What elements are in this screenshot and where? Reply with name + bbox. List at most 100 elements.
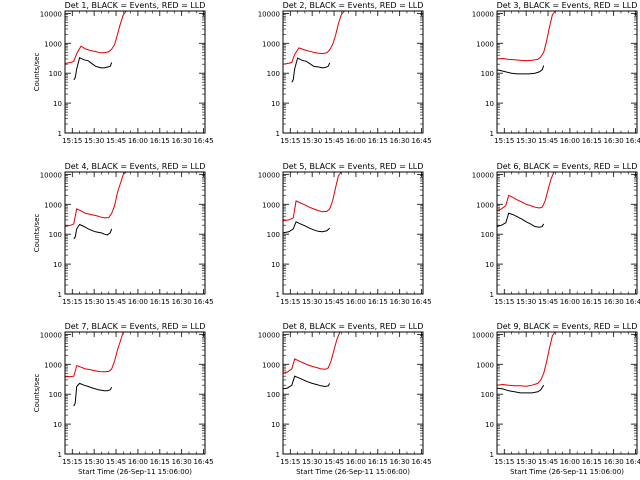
y-tick-label: 1 [490, 291, 494, 299]
panel-det-2: Det 2, BLACK = Events, RED = LLD 1 10 100 10… [258, 1, 432, 145]
panel-det-8: Det 8, BLACK = Events, RED = LLD 1 10 100 10… [258, 322, 432, 476]
x-tick-label: 16:30 [390, 298, 410, 306]
y-tick-label: 1 [58, 291, 62, 299]
x-tick-label: 16:45 [193, 298, 213, 306]
x-tick-label: 15:15 [280, 137, 300, 145]
panel-title: Det 9, BLACK = Events, RED = LLD [497, 322, 638, 331]
y-tick-label: 10000 [40, 331, 62, 339]
x-tick-label: 16:45 [411, 137, 431, 145]
x-tick-label: 16:00 [346, 298, 366, 306]
panel-det-4: Det 4, BLACK = Events, RED = LLD Counts/s… [33, 162, 214, 306]
series-line-lld [497, 332, 556, 387]
x-tick-label: 15:45 [538, 458, 558, 466]
x-tick-label: 15:30 [302, 137, 322, 145]
panel-title: Det 4, BLACK = Events, RED = LLD [65, 162, 206, 171]
panel-title: Det 1, BLACK = Events, RED = LLD [65, 1, 206, 10]
y-tick-label: 1 [490, 130, 494, 138]
y-tick-label: 10000 [40, 171, 62, 179]
x-tick-label: 15:30 [516, 137, 536, 145]
y-axis-label: Counts/sec [33, 53, 41, 92]
y-tick-label: 100 [481, 391, 494, 399]
panel-title: Det 5, BLACK = Events, RED = LLD [283, 162, 424, 171]
y-tick-label: 100 [49, 231, 62, 239]
x-axis-label: Start Time (26-Sep-11 15:06:00) [78, 468, 192, 476]
x-tick-label: 16:15 [368, 137, 388, 145]
y-tick-label: 100 [267, 231, 280, 239]
x-tick-label: 15:30 [302, 458, 322, 466]
x-tick-label: 15:45 [324, 137, 344, 145]
y-tick-label: 10000 [472, 10, 494, 18]
plot-frame [282, 171, 424, 295]
y-tick-label: 10000 [472, 331, 494, 339]
series-line-events [497, 384, 545, 394]
plot-frame [496, 331, 638, 455]
series-line-lld [283, 332, 341, 374]
series-line-events [283, 221, 331, 234]
panel-det-1: Det 1, BLACK = Events, RED = LLD Counts/s… [33, 1, 214, 145]
series-line-lld [497, 11, 556, 62]
plot-frame [64, 10, 206, 134]
y-tick-label: 1000 [476, 201, 494, 209]
y-tick-label: 10 [53, 100, 62, 108]
y-tick-label: 10 [271, 261, 280, 269]
y-tick-label: 10000 [258, 10, 280, 18]
y-tick-label: 100 [267, 70, 280, 78]
series-line-lld [283, 11, 345, 65]
x-tick-label: 15:30 [302, 298, 322, 306]
y-tick-label: 10000 [40, 10, 62, 18]
x-tick-label: 15:45 [538, 298, 558, 306]
plot-frame [496, 171, 638, 295]
x-tick-label: 15:45 [106, 298, 126, 306]
series-line-lld [283, 172, 342, 222]
plot-frame [64, 171, 206, 295]
y-tick-label: 100 [481, 70, 494, 78]
panel-title: Det 6, BLACK = Events, RED = LLD [497, 162, 638, 171]
x-tick-label: 15:15 [494, 298, 514, 306]
x-tick-label: 15:15 [62, 137, 82, 145]
series-line-events [73, 56, 113, 81]
panel-title: Det 2, BLACK = Events, RED = LLD [283, 1, 424, 10]
x-tick-label: 15:30 [84, 458, 104, 466]
y-tick-label: 1000 [44, 201, 62, 209]
x-tick-label: 16:15 [582, 298, 602, 306]
x-tick-label: 16:00 [128, 298, 148, 306]
y-tick-label: 100 [267, 391, 280, 399]
x-tick-label: 16:30 [390, 458, 410, 466]
panel-det-3: Det 3, BLACK = Events, RED = LLD 1 10 100 10… [472, 1, 640, 145]
x-tick-label: 15:15 [62, 298, 82, 306]
x-tick-label: 16:45 [411, 298, 431, 306]
x-tick-label: 16:00 [560, 298, 580, 306]
y-tick-label: 1000 [262, 361, 280, 369]
x-tick-label: 16:15 [150, 458, 170, 466]
panel-det-7: Det 7, BLACK = Events, RED = LLD Counts/s… [33, 322, 214, 476]
x-tick-label: 15:45 [324, 298, 344, 306]
x-tick-label: 15:15 [280, 458, 300, 466]
y-tick-label: 1000 [476, 361, 494, 369]
series-line-events [283, 375, 331, 390]
plot-frame [282, 10, 424, 134]
y-tick-label: 1 [276, 291, 280, 299]
x-tick-label: 16:15 [150, 298, 170, 306]
x-tick-label: 15:30 [516, 458, 536, 466]
y-tick-label: 100 [49, 70, 62, 78]
y-tick-label: 10 [271, 100, 280, 108]
x-tick-label: 16:45 [193, 458, 213, 466]
y-tick-label: 100 [481, 231, 494, 239]
series-line-events [73, 382, 113, 407]
x-tick-label: 16:30 [172, 137, 192, 145]
series-line-lld [65, 332, 124, 378]
y-tick-label: 1000 [262, 40, 280, 48]
panel-det-9: Det 9, BLACK = Events, RED = LLD 1 10 100 10… [472, 322, 640, 476]
y-tick-label: 10 [485, 100, 494, 108]
plot-frame [496, 10, 638, 134]
series-line-events [497, 212, 545, 228]
y-tick-label: 10 [53, 261, 62, 269]
x-axis-label: Start Time (26-Sep-11 15:06:00) [296, 468, 410, 476]
x-tick-label: 15:15 [280, 298, 300, 306]
panel-title: Det 3, BLACK = Events, RED = LLD [497, 1, 638, 10]
x-tick-label: 15:15 [62, 458, 82, 466]
y-tick-label: 1000 [262, 201, 280, 209]
x-tick-label: 16:30 [604, 458, 624, 466]
y-tick-label: 1 [58, 451, 62, 459]
